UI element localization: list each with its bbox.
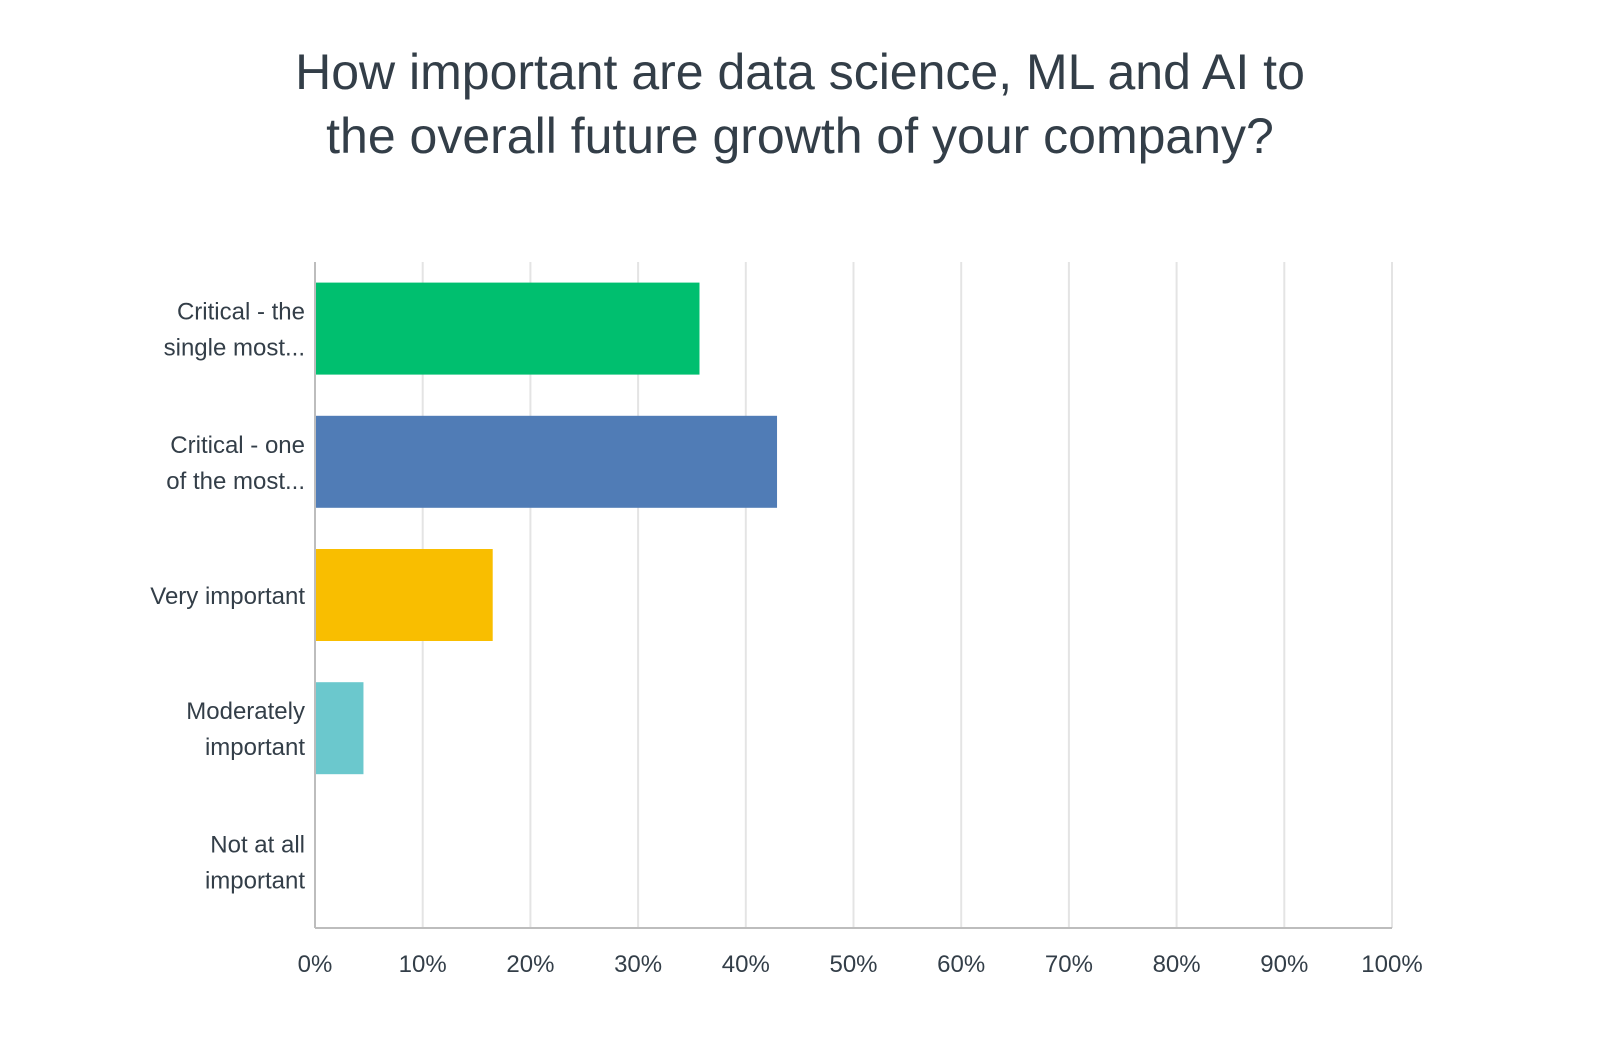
x-tick-label: 10% xyxy=(399,951,447,978)
category-label-line: Not at all xyxy=(210,831,305,858)
category-label-line: of the most... xyxy=(166,468,305,495)
axes xyxy=(314,262,1392,929)
x-tick-label: 20% xyxy=(506,951,554,978)
category-label-line: single most... xyxy=(164,335,305,362)
chart-title-line-1: How important are data science, ML and A… xyxy=(295,44,1305,100)
x-tick-label: 0% xyxy=(298,951,333,978)
category-label: Critical - the single most... xyxy=(164,299,305,362)
x-tick-label: 40% xyxy=(722,951,770,978)
category-label-line: Critical - one xyxy=(170,432,305,459)
category-label: Very important xyxy=(150,583,305,610)
category-label-line: Critical - the xyxy=(177,299,305,326)
x-tick-label: 30% xyxy=(614,951,662,978)
category-labels: Critical - the single most... Critical - o… xyxy=(150,299,305,895)
chart-title: How important are data science, ML and A… xyxy=(0,40,1600,168)
x-tick-label: 70% xyxy=(1045,951,1093,978)
x-tick-label: 100% xyxy=(1361,951,1422,978)
category-label-line: Very important xyxy=(150,583,305,610)
category-label: Not at all important xyxy=(205,831,305,894)
x-tick-label: 90% xyxy=(1260,951,1308,978)
bar xyxy=(315,682,364,775)
gridlines xyxy=(421,262,1393,928)
x-tick-labels: 0% 10% 20% 30% 40% 50% 60% 70% 80% 90% 100% xyxy=(298,951,1423,978)
bar xyxy=(315,282,700,375)
chart-title-line-2: the overall future growth of your compan… xyxy=(326,108,1274,164)
category-label-line: important xyxy=(205,734,305,761)
bar xyxy=(315,549,493,641)
x-tick-label: 60% xyxy=(937,951,985,978)
category-label: Moderately important xyxy=(186,698,305,761)
category-label-line: important xyxy=(205,867,305,894)
category-label: Critical - one of the most... xyxy=(166,432,305,495)
x-tick-label: 50% xyxy=(829,951,877,978)
bar xyxy=(315,415,778,508)
x-tick-label: 80% xyxy=(1153,951,1201,978)
bars xyxy=(315,282,778,775)
category-label-line: Moderately xyxy=(186,698,305,725)
